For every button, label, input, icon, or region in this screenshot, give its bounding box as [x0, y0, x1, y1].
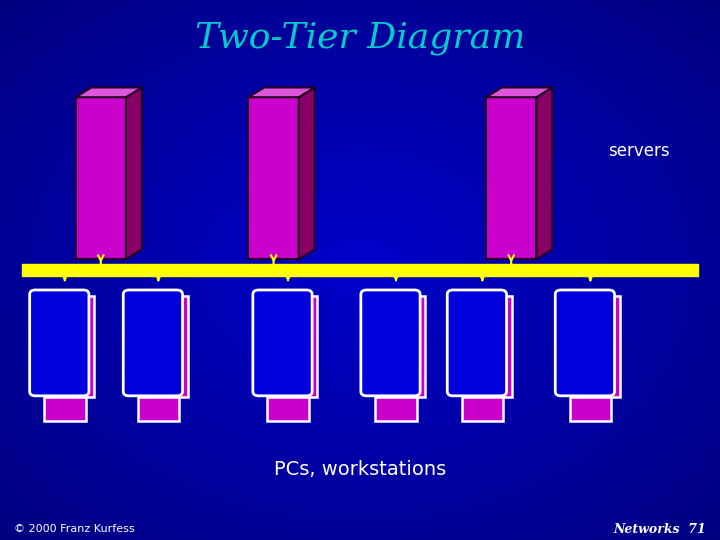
Bar — [267, 397, 309, 421]
FancyBboxPatch shape — [123, 290, 183, 396]
Text: PCs, workstations: PCs, workstations — [274, 460, 446, 480]
Bar — [82, 296, 94, 397]
FancyBboxPatch shape — [555, 290, 615, 396]
Polygon shape — [126, 87, 142, 259]
Bar — [413, 296, 426, 397]
Polygon shape — [536, 87, 552, 259]
Bar — [44, 397, 86, 421]
Bar — [138, 397, 179, 421]
Bar — [248, 97, 299, 259]
Polygon shape — [76, 87, 142, 97]
Bar — [462, 397, 503, 421]
Text: servers: servers — [608, 142, 670, 160]
Bar — [570, 397, 611, 421]
Polygon shape — [248, 87, 315, 97]
Polygon shape — [486, 87, 552, 97]
Bar — [22, 264, 698, 276]
FancyBboxPatch shape — [253, 290, 312, 396]
Bar — [500, 296, 512, 397]
Bar — [375, 397, 417, 421]
FancyBboxPatch shape — [30, 290, 89, 396]
Bar — [305, 296, 318, 397]
Polygon shape — [299, 87, 315, 259]
Text: Two-Tier Diagram: Two-Tier Diagram — [195, 21, 525, 55]
Bar — [76, 97, 126, 259]
FancyBboxPatch shape — [447, 290, 507, 396]
FancyBboxPatch shape — [361, 290, 420, 396]
Bar — [176, 296, 188, 397]
Text: © 2000 Franz Kurfess: © 2000 Franz Kurfess — [14, 524, 135, 534]
Text: Networks  71: Networks 71 — [613, 523, 706, 536]
Bar — [608, 296, 620, 397]
Bar — [486, 97, 536, 259]
